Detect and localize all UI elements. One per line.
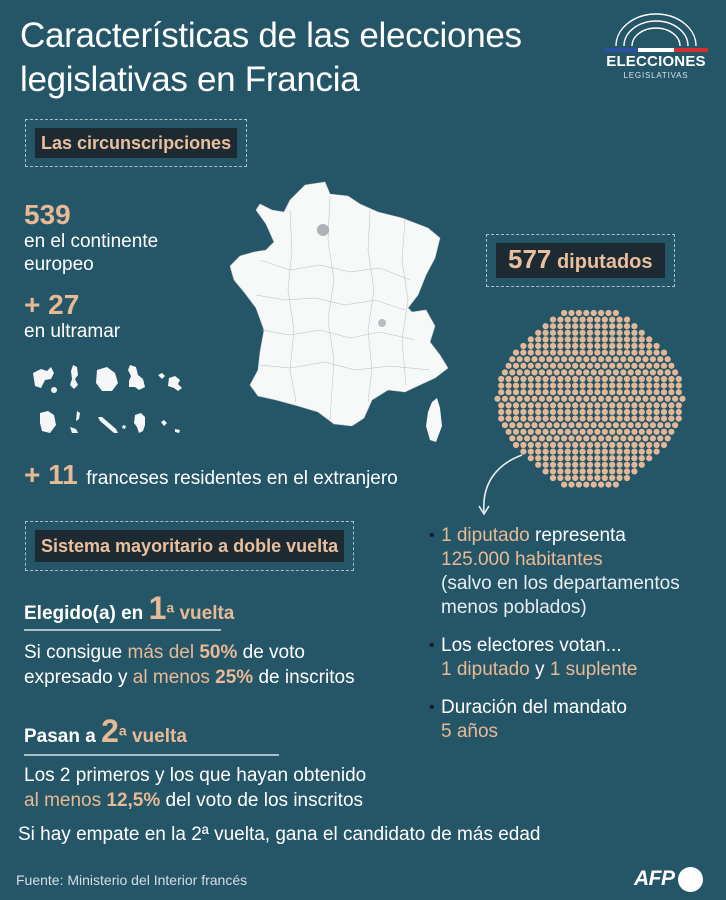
text: al menos: [132, 667, 216, 688]
fact-text: 1 diputado: [441, 525, 530, 546]
text: al menos: [24, 790, 107, 811]
fact-text: Los electores votan...: [441, 635, 622, 656]
fact-line: Duración del mandato: [441, 696, 726, 720]
threshold-25: 25%: [215, 667, 254, 688]
diputados-label-box: 577 diputados: [486, 234, 675, 287]
fact-text: Duración del mandato: [441, 697, 627, 718]
logo-sub-text: LEGISLATIVAS: [623, 71, 689, 80]
fact-line: 125.000 habitantes: [441, 548, 726, 572]
abroad-text: franceses residentes en el extranjero: [86, 468, 398, 489]
bullet-icon: •: [429, 527, 435, 544]
text: Si consigue: [24, 642, 128, 663]
first-round-heading-post: vuelta: [174, 603, 235, 624]
first-round-rule: Si consigue más del 50% de voto expresad…: [24, 640, 355, 690]
sistema-label: Sistema mayoritario a doble vuelta: [35, 530, 345, 562]
fact-text: 1 diputado: [441, 659, 530, 680]
deputies-dot-grid: [494, 309, 686, 488]
fact-item: • Los electores votan... 1 diputado y 1 su…: [429, 634, 726, 682]
fact-line: 5 años: [441, 720, 726, 744]
second-round-heading: Pasan a 2a vuelta: [24, 713, 279, 756]
source-text: Fuente: Ministerio del Interior francés: [16, 872, 248, 888]
fact-text: 5 años: [441, 721, 499, 742]
title-line-2: legislativas en Francia: [20, 60, 360, 99]
overseas-stat: + 27 en ultramar: [24, 290, 120, 343]
sistema-label-box: Sistema mayoritario a doble vuelta: [25, 521, 355, 571]
elecciones-logo: ELECCIONES LEGISLATIVAS: [596, 10, 716, 85]
text: Los 2 primeros y los que hayan obtenido: [24, 765, 367, 786]
circunscripciones-label-box: Las circunscripciones: [25, 119, 248, 167]
afp-brand: AFP: [634, 867, 675, 890]
first-round-number: 1: [148, 590, 167, 626]
fact-line: 1 diputado representa: [441, 524, 726, 548]
circunscripciones-label: Las circunscripciones: [35, 128, 238, 158]
france-map: [230, 181, 449, 442]
logo-main-text: ELECCIONES: [606, 53, 706, 70]
abroad-stat: + 11 franceses residentes en el extranje…: [24, 460, 398, 490]
text: de voto: [237, 642, 305, 663]
page-title: Características de las elecciones legisl…: [20, 14, 580, 102]
fact-line: 1 diputado y 1 suplente: [441, 658, 726, 682]
fact-text: (salvo en los departamentos: [441, 573, 680, 594]
fact-text: 125.000 habitantes: [441, 549, 603, 570]
second-round-rule: Los 2 primeros y los que hayan obtenido …: [24, 763, 366, 813]
bullet-icon: •: [429, 699, 435, 716]
bullet-icon: •: [429, 637, 435, 654]
tie-rule: Si hay empate en la 2ª vuelta, gana el c…: [18, 824, 541, 845]
first-round-heading-pre: Elegido(a) en: [24, 603, 149, 624]
continent-stat: 539 en el continente europeo: [24, 200, 158, 276]
text: del voto de los inscritos: [160, 790, 364, 811]
first-round-sup: a: [166, 599, 175, 616]
fact-item: • Duración del mandato 5 años: [429, 696, 726, 744]
abroad-count: + 11: [24, 459, 78, 490]
fact-item: • 1 diputado representa 125.000 habitantes…: [429, 524, 726, 620]
fact-text: y: [529, 659, 550, 680]
threshold-12-5: 12,5%: [106, 790, 161, 811]
afp-logo: AFP: [634, 866, 703, 892]
hemicycle-arc-icon: [604, 13, 708, 52]
curved-arrow-icon: [478, 454, 523, 516]
second-round-heading-post: vuelta: [126, 726, 187, 747]
second-round-sup: a: [118, 722, 127, 739]
overseas-territories-map: [33, 365, 182, 433]
diputados-count: 577: [508, 244, 552, 274]
diputados-word: diputados: [556, 251, 653, 273]
fact-line: menos poblados): [441, 596, 726, 620]
afp-circle-icon: [677, 866, 703, 892]
fact-text: 1 suplente: [549, 659, 638, 680]
continent-text-1: en el continente: [24, 231, 159, 252]
deputies-facts-list: • 1 diputado representa 125.000 habitantes…: [429, 524, 726, 758]
second-round-heading-pre: Pasan a: [24, 726, 102, 747]
fact-line: Los electores votan...: [441, 634, 726, 658]
title-line-1: Características de las elecciones: [20, 16, 522, 55]
text: más del: [127, 642, 200, 663]
overseas-text: en ultramar: [24, 321, 121, 342]
text: de inscritos: [253, 667, 355, 688]
continent-count: 539: [24, 199, 71, 230]
threshold-50: 50%: [199, 642, 238, 663]
fact-text: representa: [529, 525, 626, 546]
fact-line: (salvo en los departamentos: [441, 572, 726, 596]
fact-text: menos poblados): [441, 597, 587, 618]
overseas-count: + 27: [24, 289, 80, 320]
diputados-label: 577 diputados: [496, 243, 665, 278]
continent-text-2: europeo: [24, 254, 94, 275]
text: expresado y: [24, 667, 133, 688]
second-round-number: 2: [101, 713, 119, 749]
first-round-heading: Elegido(a) en 1a vuelta: [24, 590, 234, 631]
